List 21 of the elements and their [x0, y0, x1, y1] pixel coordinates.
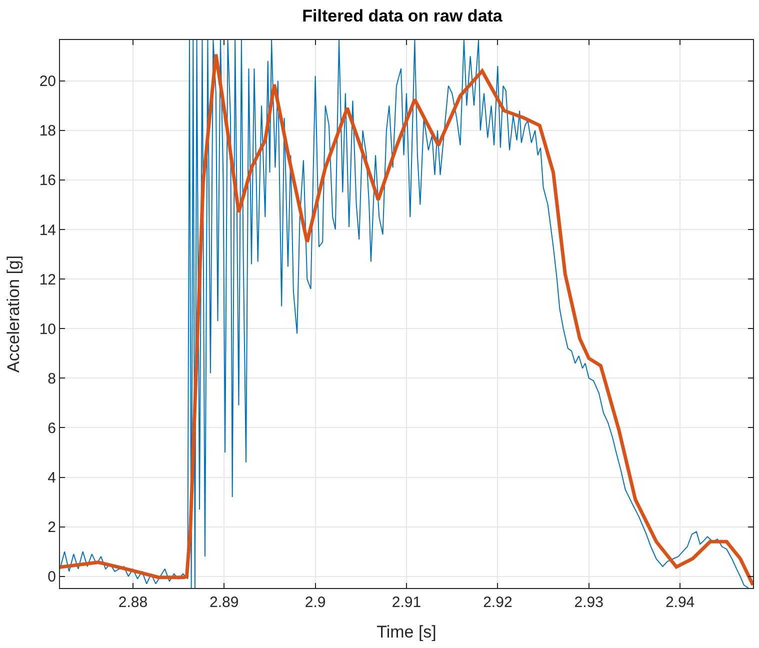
- y-tick-label: 2: [48, 519, 56, 536]
- y-tick-label: 0: [48, 568, 56, 586]
- x-tick-label: 2.9: [304, 594, 326, 611]
- y-tick-label: 10: [39, 320, 56, 338]
- x-tick-label: 2.89: [210, 594, 239, 611]
- x-tick-label: 2.91: [392, 594, 422, 611]
- y-tick-label: 12: [39, 271, 56, 288]
- y-tick-label: 20: [39, 73, 56, 90]
- y-tick-label: 6: [48, 420, 56, 437]
- y-tick-label: 18: [39, 122, 56, 140]
- x-tick-label: 2.94: [665, 594, 695, 611]
- x-tick-label: 2.88: [118, 594, 148, 611]
- y-tick-label: 14: [39, 222, 56, 239]
- x-axis-title: Time [s]: [376, 622, 436, 642]
- x-tick-label: 2.93: [574, 594, 604, 611]
- y-tick-label: 4: [48, 470, 56, 487]
- x-tick-label: 2.92: [483, 594, 512, 611]
- y-axis-title: Acceleration [g]: [4, 255, 23, 373]
- chart-title: Filtered data on raw data: [302, 6, 503, 26]
- y-tick-label: 8: [48, 370, 56, 388]
- y-tick-label: 16: [39, 172, 56, 190]
